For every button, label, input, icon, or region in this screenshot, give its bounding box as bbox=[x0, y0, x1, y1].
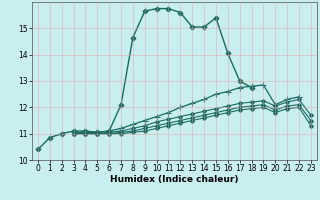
X-axis label: Humidex (Indice chaleur): Humidex (Indice chaleur) bbox=[110, 175, 239, 184]
